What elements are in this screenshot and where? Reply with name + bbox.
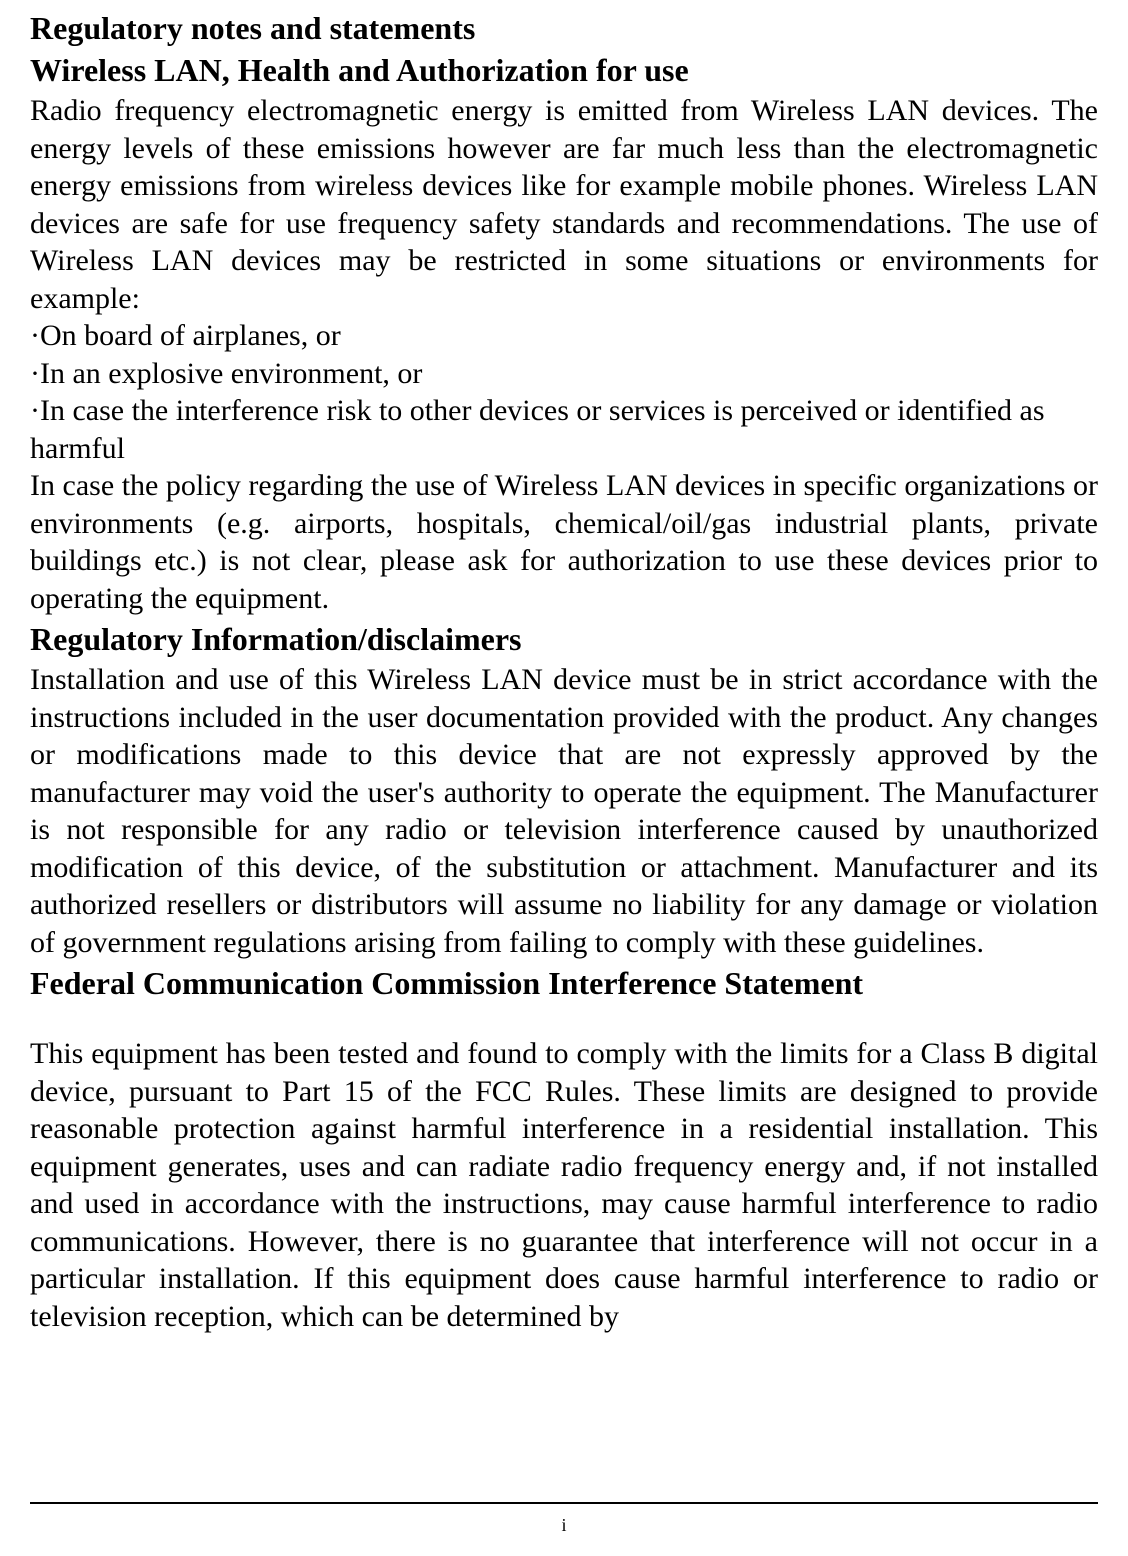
bullet-airplanes: ·On board of airplanes, or [30,317,1098,355]
footer-rule [30,1502,1098,1504]
paragraph-fcc: This equipment has been tested and found… [30,1035,1098,1335]
heading-regulatory-notes: Regulatory notes and statements [30,8,1098,48]
heading-disclaimers: Regulatory Information/disclaimers [30,619,1098,659]
page-number: i [0,1515,1128,1536]
paragraph-policy: In case the policy regarding the use of … [30,467,1098,617]
heading-fcc: Federal Communication Commission Interfe… [30,963,1098,1003]
paragraph-disclaimers: Installation and use of this Wireless LA… [30,661,1098,961]
heading-wireless-lan: Wireless LAN, Health and Authorization f… [30,50,1098,90]
spacer [30,1005,1098,1035]
paragraph-intro: Radio frequency electromagnetic energy i… [30,92,1098,317]
bullet-interference: ·In case the interference risk to other … [30,392,1098,467]
bullet-explosive: ·In an explosive environment, or [30,355,1098,393]
document-content: Regulatory notes and statements Wireless… [30,8,1098,1335]
